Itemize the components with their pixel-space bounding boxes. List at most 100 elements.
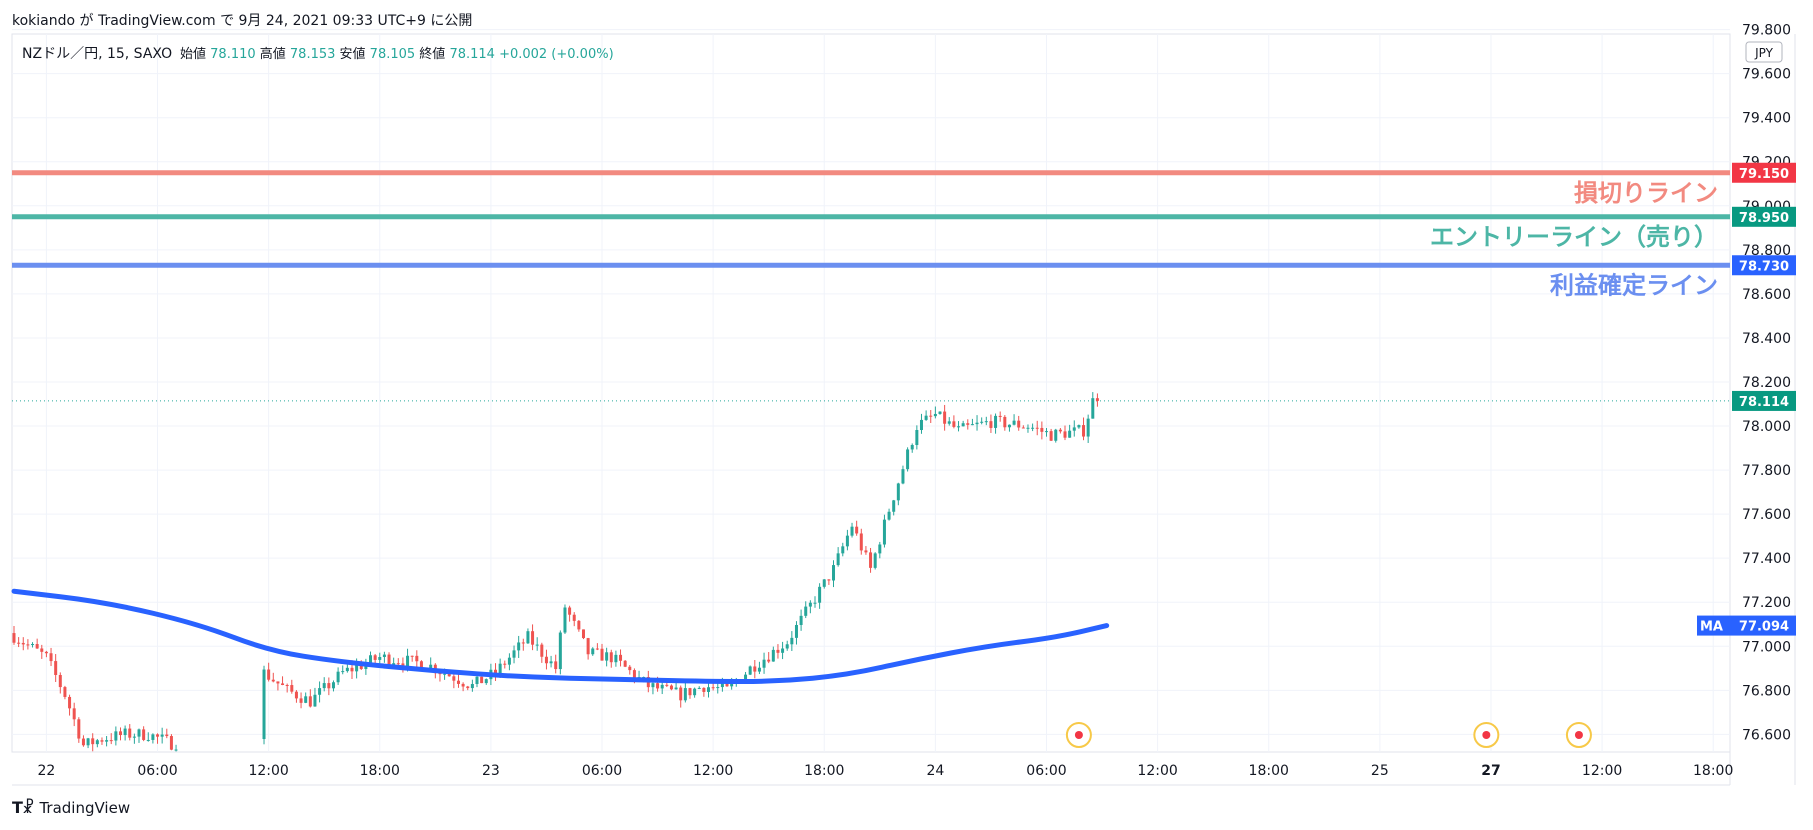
- candle-body: [577, 620, 581, 630]
- candle-body: [586, 638, 590, 655]
- x-tick-label: 18:00: [1693, 763, 1733, 779]
- candle-body: [526, 631, 530, 644]
- hline-label: 損切りライン: [1574, 179, 1718, 207]
- y-tick-label: 79.600: [1742, 67, 1791, 83]
- candle-body: [262, 669, 266, 740]
- candle-body: [313, 694, 317, 707]
- candle-body: [503, 663, 507, 665]
- candle-body: [989, 421, 993, 428]
- publication-header: kokiando が TradingView.com で 9月 24, 2021…: [12, 13, 473, 29]
- candle-body: [827, 579, 831, 581]
- candle-body: [711, 687, 715, 689]
- candle-body: [850, 526, 854, 536]
- last-price-tag-text: 78.114: [1739, 395, 1789, 410]
- x-tick-label: 27: [1481, 763, 1500, 779]
- candle-body: [970, 424, 974, 426]
- candle-body: [480, 676, 484, 684]
- candle-body: [118, 731, 122, 736]
- hline-price-tag-text: 78.730: [1739, 259, 1789, 274]
- candle-body: [794, 624, 798, 638]
- candle-body: [81, 738, 85, 746]
- candle-body: [632, 670, 636, 679]
- x-tick-label: 12:00: [248, 763, 288, 779]
- candle-body: [49, 653, 53, 662]
- plot-frame: [11, 33, 1731, 753]
- candle-body: [1017, 420, 1021, 428]
- candle-body: [869, 552, 873, 568]
- candle-body: [517, 642, 521, 651]
- candle-body: [174, 749, 178, 751]
- candle-body: [1012, 420, 1016, 425]
- hline-label: エントリーライン（売り）: [1430, 223, 1718, 251]
- candle-body: [924, 415, 928, 420]
- candle-body: [591, 648, 595, 655]
- candle-body: [77, 719, 81, 739]
- candle-body: [461, 683, 465, 687]
- x-tick-label: 06:00: [582, 763, 622, 779]
- candle-body: [355, 665, 359, 672]
- y-tick-label: 77.800: [1742, 463, 1791, 479]
- x-tick-label: 12:00: [693, 763, 733, 779]
- candle-body: [845, 535, 849, 547]
- event-marker-dot: [1074, 731, 1083, 739]
- hline-label: 利益確定ライン: [1550, 271, 1718, 299]
- candle-body: [100, 740, 104, 742]
- candle-body: [1035, 427, 1039, 429]
- candle-body: [896, 483, 900, 501]
- candle-body: [128, 728, 132, 738]
- legend-ohlc-part: 78.110: [206, 47, 256, 62]
- candle-body: [933, 413, 937, 417]
- candle-body: [1091, 398, 1095, 419]
- legend-ohlc: 始値 78.110 高値 78.153 安値 78.105 終値 78.114 …: [180, 46, 614, 62]
- candle-body: [137, 729, 141, 737]
- candle-body: [1007, 424, 1011, 428]
- candle-body: [40, 648, 44, 652]
- y-tick-label: 78.600: [1742, 287, 1791, 303]
- candle-body: [494, 669, 498, 674]
- candle-body: [892, 500, 896, 512]
- candle-body: [336, 671, 340, 683]
- candle-body: [841, 546, 845, 554]
- hline-price-tag-text: 78.950: [1739, 211, 1789, 226]
- candle-body: [438, 673, 442, 675]
- currency-badge-text: JPY: [1754, 46, 1774, 60]
- candle-body: [341, 671, 345, 673]
- footer-brand-text: TradingView: [39, 798, 131, 817]
- candle-body: [1068, 430, 1072, 438]
- candle-body: [318, 688, 322, 695]
- candle-body: [350, 667, 354, 672]
- candle-body: [651, 683, 655, 688]
- candle-body: [142, 729, 146, 740]
- candle-body: [1082, 425, 1086, 437]
- candle-body: [665, 684, 669, 686]
- candle-body: [730, 682, 734, 687]
- y-tick-label: 79.800: [1742, 23, 1791, 39]
- candle-body: [160, 734, 164, 737]
- candle-body: [156, 734, 160, 737]
- candle-body: [1040, 427, 1044, 432]
- candle-body: [290, 685, 294, 692]
- candle-body: [957, 426, 961, 428]
- candle-body: [95, 740, 99, 745]
- candle-body: [628, 666, 632, 671]
- candle-body: [836, 553, 840, 566]
- candle-body: [1031, 427, 1035, 429]
- candle-body: [855, 526, 859, 534]
- chart-legend: NZドル／円, 15, SAXO 始値 78.110 高値 78.153 安値 …: [22, 46, 614, 62]
- event-marker-dot: [1482, 731, 1491, 739]
- candle-body: [535, 644, 539, 646]
- candle-body: [429, 664, 433, 670]
- legend-ohlc-part: 高値: [256, 46, 286, 62]
- candle-body: [887, 511, 891, 520]
- candle-body: [767, 659, 771, 662]
- candle-body: [1054, 429, 1058, 441]
- candle-body: [169, 736, 173, 750]
- candle-body: [373, 655, 377, 660]
- candle-body: [614, 654, 618, 663]
- candle-body: [859, 533, 863, 551]
- candle-body: [369, 655, 373, 664]
- candle-body: [683, 688, 687, 701]
- chart-grid: [11, 29, 1796, 786]
- candle-body: [952, 421, 956, 427]
